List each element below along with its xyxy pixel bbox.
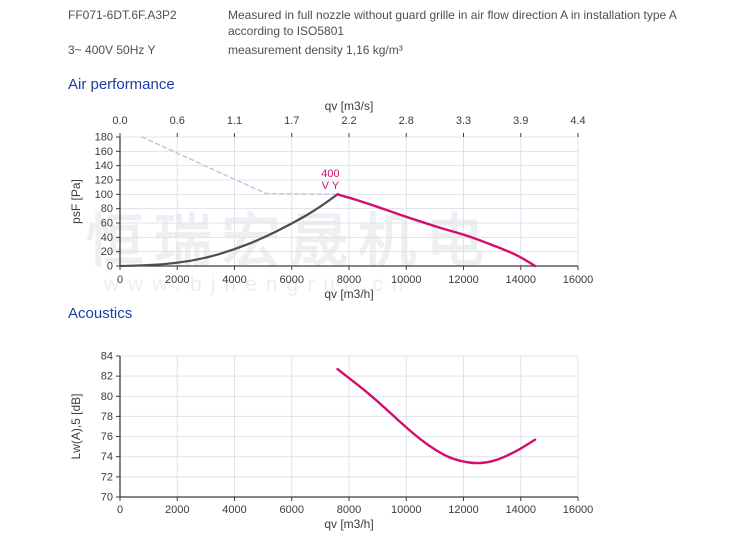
svg-text:1.1: 1.1: [227, 115, 242, 127]
svg-text:qv [m3/s]: qv [m3/s]: [325, 99, 374, 113]
svg-text:14000: 14000: [505, 504, 536, 516]
svg-text:16000: 16000: [563, 504, 594, 516]
header-block: FF071-6DT.6F.A3P2 Measured in full nozzl…: [68, 8, 680, 59]
svg-text:70: 70: [101, 492, 113, 504]
svg-text:10000: 10000: [391, 274, 422, 286]
svg-text:psF [Pa]: psF [Pa]: [69, 179, 83, 224]
svg-text:6000: 6000: [280, 504, 304, 516]
svg-text:4.4: 4.4: [570, 115, 585, 127]
svg-text:76: 76: [101, 431, 113, 443]
svg-text:2.8: 2.8: [399, 115, 414, 127]
svg-text:qv [m3/h]: qv [m3/h]: [324, 287, 373, 301]
acoustics-chart: 0 2000 4000 6000 8000 10000 12000 14000 16000 70 7…: [69, 351, 594, 532]
svg-text:0: 0: [107, 261, 113, 273]
svg-text:1.7: 1.7: [284, 115, 299, 127]
svg-text:40: 40: [101, 232, 113, 244]
svg-text:80: 80: [101, 391, 113, 403]
svg-text:0.6: 0.6: [170, 115, 185, 127]
air-performance-chart: 00.020000.640001.160001.780002.2100002.8…: [69, 99, 594, 301]
svg-text:qv [m3/h]: qv [m3/h]: [324, 517, 373, 531]
svg-text:100: 100: [95, 189, 113, 201]
svg-text:3.3: 3.3: [456, 115, 471, 127]
svg-text:4000: 4000: [222, 274, 246, 286]
svg-text:84: 84: [101, 351, 113, 363]
acoustics-title: Acoustics: [68, 305, 133, 322]
svg-text:20: 20: [101, 246, 113, 258]
svg-text:140: 140: [95, 160, 113, 172]
max-operating-boundary: [141, 136, 336, 196]
svg-text:82: 82: [101, 371, 113, 383]
svg-text:0.0: 0.0: [112, 115, 127, 127]
svg-text:0: 0: [117, 274, 123, 286]
svg-text:160: 160: [95, 146, 113, 158]
fan-curve-400V-Y: [336, 193, 537, 268]
svg-text:74: 74: [101, 451, 113, 463]
svg-text:60: 60: [101, 218, 113, 230]
air-performance-title: Air performance: [68, 76, 175, 93]
voltage-spec: 3~ 400V 50Hz Y: [68, 43, 156, 58]
curve-label-400VY: 400: [321, 168, 339, 180]
svg-text:12000: 12000: [448, 504, 479, 516]
svg-text:4000: 4000: [222, 504, 246, 516]
svg-text:80: 80: [101, 203, 113, 215]
svg-text:8000: 8000: [337, 504, 361, 516]
svg-text:10000: 10000: [391, 504, 422, 516]
svg-text:120: 120: [95, 175, 113, 187]
curve-label-400VY: V Y: [322, 180, 340, 192]
svg-text:12000: 12000: [448, 274, 479, 286]
svg-text:2.2: 2.2: [341, 115, 356, 127]
svg-text:8000: 8000: [337, 274, 361, 286]
density-note: measurement density 1,16 kg/m³: [228, 43, 403, 58]
svg-text:3.9: 3.9: [513, 115, 528, 127]
svg-text:16000: 16000: [563, 274, 594, 286]
model-number: FF071-6DT.6F.A3P2: [68, 8, 177, 22]
svg-text:72: 72: [101, 471, 113, 483]
svg-text:180: 180: [95, 132, 113, 144]
svg-text:6000: 6000: [280, 274, 304, 286]
svg-text:78: 78: [101, 411, 113, 423]
svg-text:2000: 2000: [165, 274, 189, 286]
svg-text:14000: 14000: [505, 274, 536, 286]
svg-text:0: 0: [117, 504, 123, 516]
svg-text:Lw(A),5 [dB]: Lw(A),5 [dB]: [69, 393, 83, 459]
measurement-note: Measured in full nozzle without guard gr…: [228, 8, 677, 38]
sound-power-level-curve: [336, 367, 537, 465]
svg-text:2000: 2000: [165, 504, 189, 516]
system-resistance-curve: [118, 193, 339, 268]
